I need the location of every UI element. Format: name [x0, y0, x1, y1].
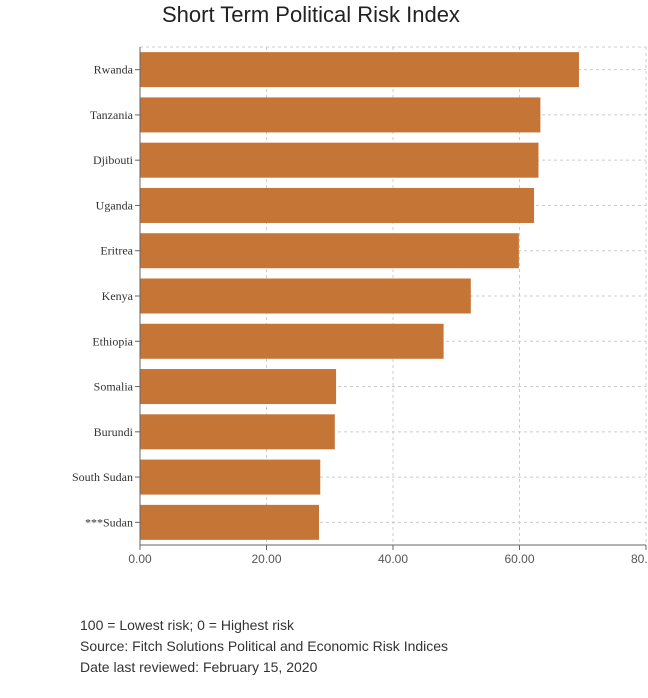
y-tick-labels: Rwanda Tanzania Djibouti Uganda Eritrea Kenya…	[72, 63, 134, 530]
y-tick-label: Djibouti	[93, 153, 134, 167]
y-tick-label: Burundi	[94, 425, 134, 439]
bar-uganda	[140, 187, 535, 223]
note-source: Source: Fitch Solutions Political and Ec…	[80, 638, 449, 654]
bar-djibouti	[140, 142, 539, 178]
chart-notes: 100 = Lowest risk; 0 = Highest risk Sour…	[80, 615, 448, 678]
y-tick-label: Eritrea	[100, 244, 133, 258]
y-tick-label: Ethiopia	[92, 334, 133, 348]
axes	[135, 47, 647, 550]
x-tick-label: 40.00	[378, 552, 408, 566]
y-tick-label: Kenya	[102, 289, 134, 303]
x-tick-label: 80.00	[631, 552, 648, 566]
chart-title: Short Term Political Risk Index	[162, 2, 460, 27]
x-tick-label: 60.00	[504, 552, 534, 566]
y-tick-label: South Sudan	[72, 470, 133, 484]
bar-somalia	[140, 369, 337, 405]
bar-kenya	[140, 278, 471, 314]
y-tick-label: ***Sudan	[85, 515, 133, 529]
x-tick-label: 20.00	[251, 552, 281, 566]
y-tick-label: Uganda	[96, 198, 134, 212]
bar-tanzania	[140, 97, 541, 133]
x-tick-label: 0.00	[128, 552, 152, 566]
bar-rwanda	[140, 52, 579, 88]
y-tick-label: Tanzania	[90, 108, 134, 122]
note-date-reviewed: Date last reviewed: February 15, 2020	[80, 659, 318, 675]
bar-ethiopia	[140, 323, 444, 359]
x-tick-labels: 0.00 20.00 40.00 60.00 80.00	[128, 552, 648, 566]
bar-south-sudan	[140, 459, 321, 495]
bar-eritrea	[140, 233, 519, 269]
y-tick-label: Rwanda	[94, 63, 134, 77]
bar-burundi	[140, 414, 335, 450]
y-tick-label: Somalia	[94, 380, 134, 394]
bar-sudan	[140, 504, 319, 540]
bar-chart: Rwanda Tanzania Djibouti Uganda Eritrea Kenya…	[72, 46, 648, 566]
bars	[140, 52, 579, 540]
note-risk-scale: 100 = Lowest risk; 0 = Highest risk	[80, 617, 294, 633]
